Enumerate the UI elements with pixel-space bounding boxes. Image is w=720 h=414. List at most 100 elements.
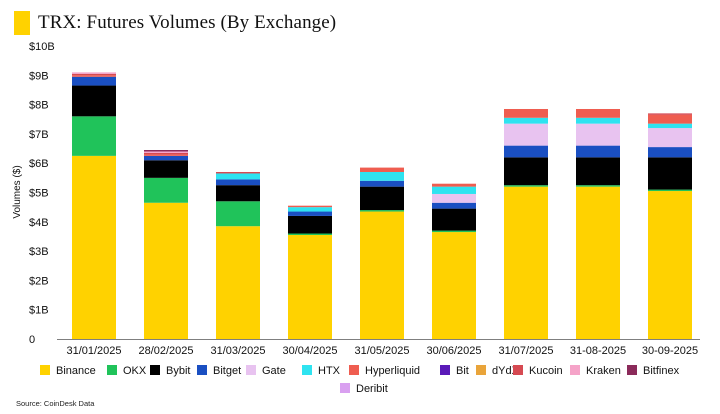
bar-segment-hyperliquid [288,205,332,208]
bar-segment-hyperliquid [144,154,188,156]
legend-swatch [246,365,256,375]
bar-segment-bybit [648,157,692,190]
y-tick-label: $9B [29,70,49,82]
y-tick-label: $10B [29,41,55,53]
bar-segment-binance [144,202,188,339]
bar-segment-okx [144,177,188,203]
legend-label: Kraken [586,365,621,377]
bar-segment-hyperliquid [360,167,404,172]
y-tick-label: $2B [29,275,49,287]
legend-label: Binance [56,365,96,377]
legend-swatch [150,365,160,375]
bar-segment-kucoin [216,171,260,174]
y-tick-label: $3B [29,246,49,258]
bar-segment-okx [576,185,620,187]
x-tick-label: 31/05/2025 [354,345,409,357]
legend-label: HTX [318,365,341,377]
y-tick-label: $7B [29,129,49,141]
bar-segment-gate [504,123,548,146]
bar-segment-kucoin [144,152,188,155]
bar-segment-htx [648,123,692,129]
x-tick-label: 31/03/2025 [210,345,265,357]
x-tick-label: 30/06/2025 [426,345,481,357]
y-tick-label: $4B [29,217,49,229]
source-note: Source: CoinDesk Data [16,399,95,408]
bar-segment-okx [432,230,476,233]
y-axis-label: Volumes ($) [12,165,23,218]
legend-label: Bitget [213,365,241,377]
x-tick-label: 28/02/2025 [138,345,193,357]
legend-swatch [476,365,486,375]
bar-segment-bitget [216,179,260,186]
chart-title: TRX: Futures Volumes (By Exchange) [38,12,337,33]
bar-segment-binance [72,155,116,339]
legend-swatch [627,365,637,375]
bar-segment-htx [360,171,404,181]
x-tick-label: 31/01/2025 [66,345,121,357]
legend-swatch [107,365,117,375]
y-tick-label: 0 [29,334,35,346]
x-tick-label: 30-09-2025 [642,345,698,357]
chart-header: TRX: Futures Volumes (By Exchange) [14,10,336,36]
legend-label: Bitfinex [643,365,680,377]
y-tick-label: $8B [29,100,49,112]
bar-segment-bitget [576,145,620,158]
y-tick-label: $6B [29,158,49,170]
bar-segment-bybit [144,160,188,178]
bar-segment-bitget [360,180,404,187]
bar-segment-kraken [144,151,188,153]
legend-label: Bybit [166,365,190,377]
bar-segment-okx [216,201,260,227]
legend-swatch [440,365,450,375]
bar-segment-gate [648,128,692,148]
bar-segment-okx [72,116,116,156]
y-tick-label: $5B [29,188,49,200]
legend-label: dYdX [492,365,520,377]
bar-segment-okx [648,189,692,192]
bar-segment-hyperliquid [576,108,620,118]
bar-segment-bitget [648,147,692,158]
x-tick-label: 31-08-2025 [570,345,626,357]
x-tick-label: 31/07/2025 [498,345,553,357]
legend-swatch [340,383,350,393]
bar-segment-hyperliquid [72,75,116,77]
bar-segment-bitfinex [144,150,188,152]
bar-segment-htx [432,186,476,194]
x-tick-label: 30/04/2025 [282,345,337,357]
bar-segment-bybit [576,157,620,186]
bar-segment-htx [216,173,260,180]
bar-segment-hyperliquid [504,108,548,118]
bar-segment-bitget [144,155,188,161]
bar-segment-hyperliquid [648,114,692,124]
bar-segment-binance [432,232,476,339]
legend-swatch [40,365,50,375]
legend-swatch [349,365,359,375]
bar-segment-binance [648,191,692,339]
bar-segment-okx [360,210,404,212]
bar-segment-binance [216,226,260,339]
legend-label: OKX [123,365,147,377]
legend-swatch [197,365,207,375]
bar-segment-okx [504,185,548,187]
bar-segment-okx [288,233,332,235]
y-tick-label: $1B [29,305,49,317]
bar-segment-gate [432,193,476,203]
bar-segment-gate [576,123,620,146]
bar-segment-bitget [432,202,476,209]
legend-label: Gate [262,365,286,377]
legend-swatch [513,365,523,375]
bar-segment-htx [288,207,332,212]
bar-segment-bitget [504,145,548,158]
bar-segment-kucoin [648,113,692,115]
bar-segment-htx [504,117,548,124]
legend-label: Bit [456,365,469,377]
bar-segment-bybit [432,208,476,231]
bar-segment-bybit [288,215,332,234]
bar-segment-bybit [216,185,260,202]
bar-segment-htx [576,117,620,124]
title-accent-bar [14,11,30,35]
bar-segment-kraken [72,72,116,74]
bar-segment-bitget [288,211,332,216]
bar-segment-binance [576,186,620,339]
